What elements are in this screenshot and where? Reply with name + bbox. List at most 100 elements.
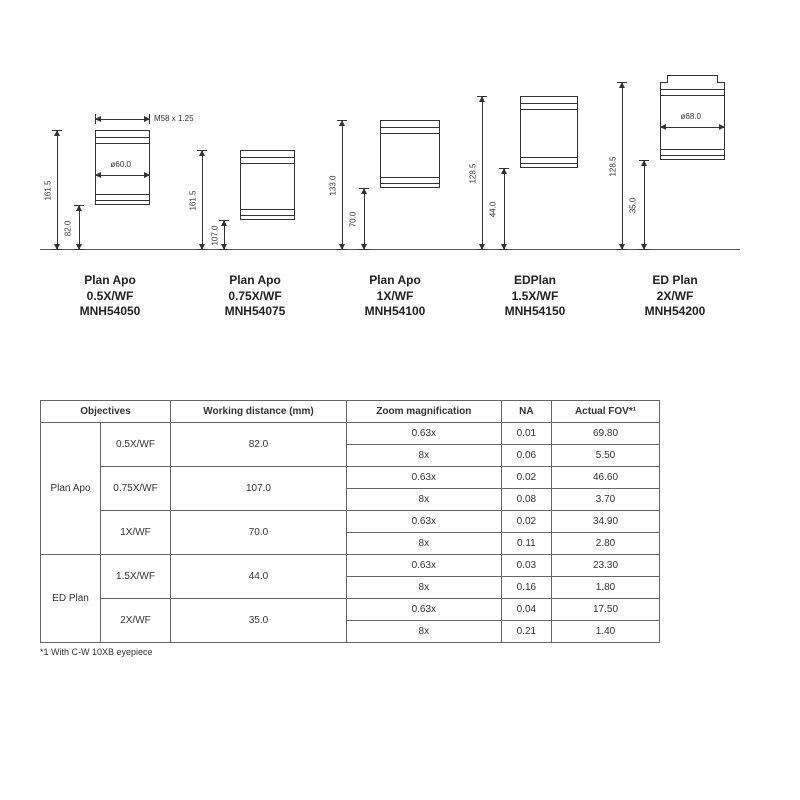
objective-MNH54150: 128.544.0EDPlan1.5X/WFMNH54150 [465,60,605,320]
objective-MNH54075: 161.5 107.0 Plan Apo0.75X/WFMNH54075 [185,60,325,320]
dim-full-height: 128.5 [617,82,627,250]
dim-thread: M58 x 1.25 [95,114,150,124]
objective-label: Plan Apo0.5X/WFMNH54050 [40,273,180,320]
dim-wd-label: 70.0 [348,212,357,228]
cell-fov: 1.40 [552,621,660,643]
cell-wd: 70.0 [171,511,347,555]
th-objectives: Objectives [41,401,171,423]
cell-fov: 69.80 [552,423,660,445]
obj-name: Plan Apo [40,273,180,289]
dim-full-height: 161.5 [197,150,207,250]
objective-label: Plan Apo1X/WFMNH54100 [325,273,465,320]
cell-na: 0.21 [501,621,551,643]
obj-code: MNH54200 [605,304,745,320]
dim-working-distance: 107.0 [219,220,229,250]
cell-zoom: 8x [346,621,501,643]
dim-diameter-label: ø60.0 [111,160,131,169]
cell-zoom: 8x [346,577,501,599]
cell-fov: 34.90 [552,511,660,533]
cell-model: 2X/WF [101,599,171,643]
cell-na: 0.11 [501,533,551,555]
dim-full-label: 161.5 [44,180,53,200]
table-row: 2X/WF35.00.63x0.0417.50 [41,599,660,621]
dim-full-label: 128.5 [469,163,478,183]
cell-zoom: 0.63x [346,555,501,577]
obj-model: 1X/WF [325,289,465,305]
objective-body [660,82,725,160]
obj-name: Plan Apo [185,273,325,289]
dim-full-height: 128.5 [477,96,487,250]
cell-na: 0.04 [501,599,551,621]
obj-code: MNH54050 [40,304,180,320]
dim-full-height: 161.5 [52,130,62,250]
objective-MNH54200: 128.535.0ø68.0ED Plan2X/WFMNH54200 [605,60,745,320]
cell-na: 0.06 [501,445,551,467]
dim-working-distance: 82.0 [74,205,84,250]
dim-wd-label: 44.0 [488,202,497,218]
cell-model: 1X/WF [101,511,171,555]
th-zoom: Zoom magnification [346,401,501,423]
cell-model: 0.5X/WF [101,423,171,467]
dim-full-label: 133.0 [329,175,338,195]
obj-model: 2X/WF [605,289,745,305]
objective-label: EDPlan1.5X/WFMNH54150 [465,273,605,320]
cell-na: 0.01 [501,423,551,445]
cell-fov: 2.80 [552,533,660,555]
footnote: *1 With C-W 10XB eyepiece [40,647,660,657]
table-row: ED Plan1.5X/WF44.00.63x0.0323.30 [41,555,660,577]
table-row: 0.75X/WF107.00.63x0.0246.60 [41,467,660,489]
objective-body [240,150,295,220]
cell-na: 0.02 [501,511,551,533]
th-na: NA [501,401,551,423]
cell-na: 0.03 [501,555,551,577]
cell-fov: 23.30 [552,555,660,577]
cell-zoom: 8x [346,533,501,555]
table-row: Plan Apo0.5X/WF82.00.63x0.0169.80 [41,423,660,445]
dim-diameter: ø60.0 [95,170,150,180]
obj-code: MNH54075 [185,304,325,320]
dim-wd-label: 82.0 [63,220,72,236]
cell-zoom: 0.63x [346,599,501,621]
dim-diameter-label: ø68.0 [681,112,701,121]
cell-wd: 44.0 [171,555,347,599]
objective-MNH54050: 161.582.0ø60.0M58 x 1.25Plan Apo0.5X/WFM… [40,60,180,320]
dim-full-height: 133.0 [337,120,347,250]
spec-table: Objectives Working distance (mm) Zoom ma… [40,400,660,643]
cell-fov: 17.50 [552,599,660,621]
objective-body [380,120,440,188]
obj-model: 1.5X/WF [465,289,605,305]
obj-model: 0.75X/WF [185,289,325,305]
cell-zoom: 0.63x [346,467,501,489]
obj-name: EDPlan [465,273,605,289]
cell-zoom: 8x [346,445,501,467]
cell-zoom: 0.63x [346,423,501,445]
cell-zoom: 0.63x [346,511,501,533]
dim-working-distance: 70.0 [359,188,369,250]
cell-family: Plan Apo [41,423,101,555]
dim-diameter: ø68.0 [660,122,725,132]
obj-code: MNH54150 [465,304,605,320]
objective-body [520,96,578,168]
dim-wd-label: 35.0 [628,198,637,214]
dim-full-label: 161.5 [189,190,198,210]
cell-fov: 5.50 [552,445,660,467]
dim-working-distance: 44.0 [499,168,509,250]
cell-fov: 1.80 [552,577,660,599]
table-row: 1X/WF70.00.63x0.0234.90 [41,511,660,533]
obj-code: MNH54100 [325,304,465,320]
cell-wd: 35.0 [171,599,347,643]
cell-model: 0.75X/WF [101,467,171,511]
cell-zoom: 8x [346,489,501,511]
cell-na: 0.02 [501,467,551,489]
dim-working-distance: 35.0 [639,160,649,250]
cell-model: 1.5X/WF [101,555,171,599]
obj-model: 0.5X/WF [40,289,180,305]
th-fov: Actual FOV*¹ [552,401,660,423]
th-wd: Working distance (mm) [171,401,347,423]
cell-family: ED Plan [41,555,101,643]
cell-wd: 107.0 [171,467,347,511]
table-area: Objectives Working distance (mm) Zoom ma… [40,400,660,657]
diagram-area: 161.582.0ø60.0M58 x 1.25Plan Apo0.5X/WFM… [40,60,760,320]
dim-full-label: 128.5 [609,156,618,176]
cell-fov: 3.70 [552,489,660,511]
